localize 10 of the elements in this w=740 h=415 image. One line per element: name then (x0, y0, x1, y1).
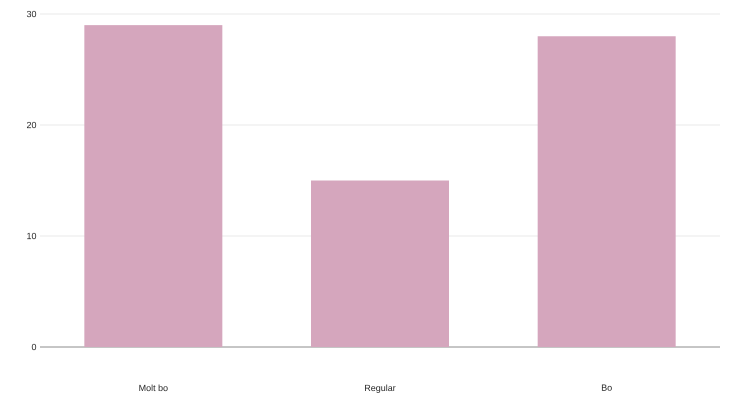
bar (311, 180, 450, 347)
x-tick-label: Regular (365, 384, 396, 393)
x-tick-label: Molt bo (139, 384, 168, 392)
y-tick-label: 0 (32, 344, 36, 350)
y-tick-label: 20 (26, 122, 36, 128)
bar (538, 36, 676, 347)
bar (84, 25, 222, 347)
y-tick-label: 30 (26, 10, 36, 18)
y-tick-label: 10 (27, 232, 36, 240)
x-tick-label: Bo (602, 384, 612, 391)
